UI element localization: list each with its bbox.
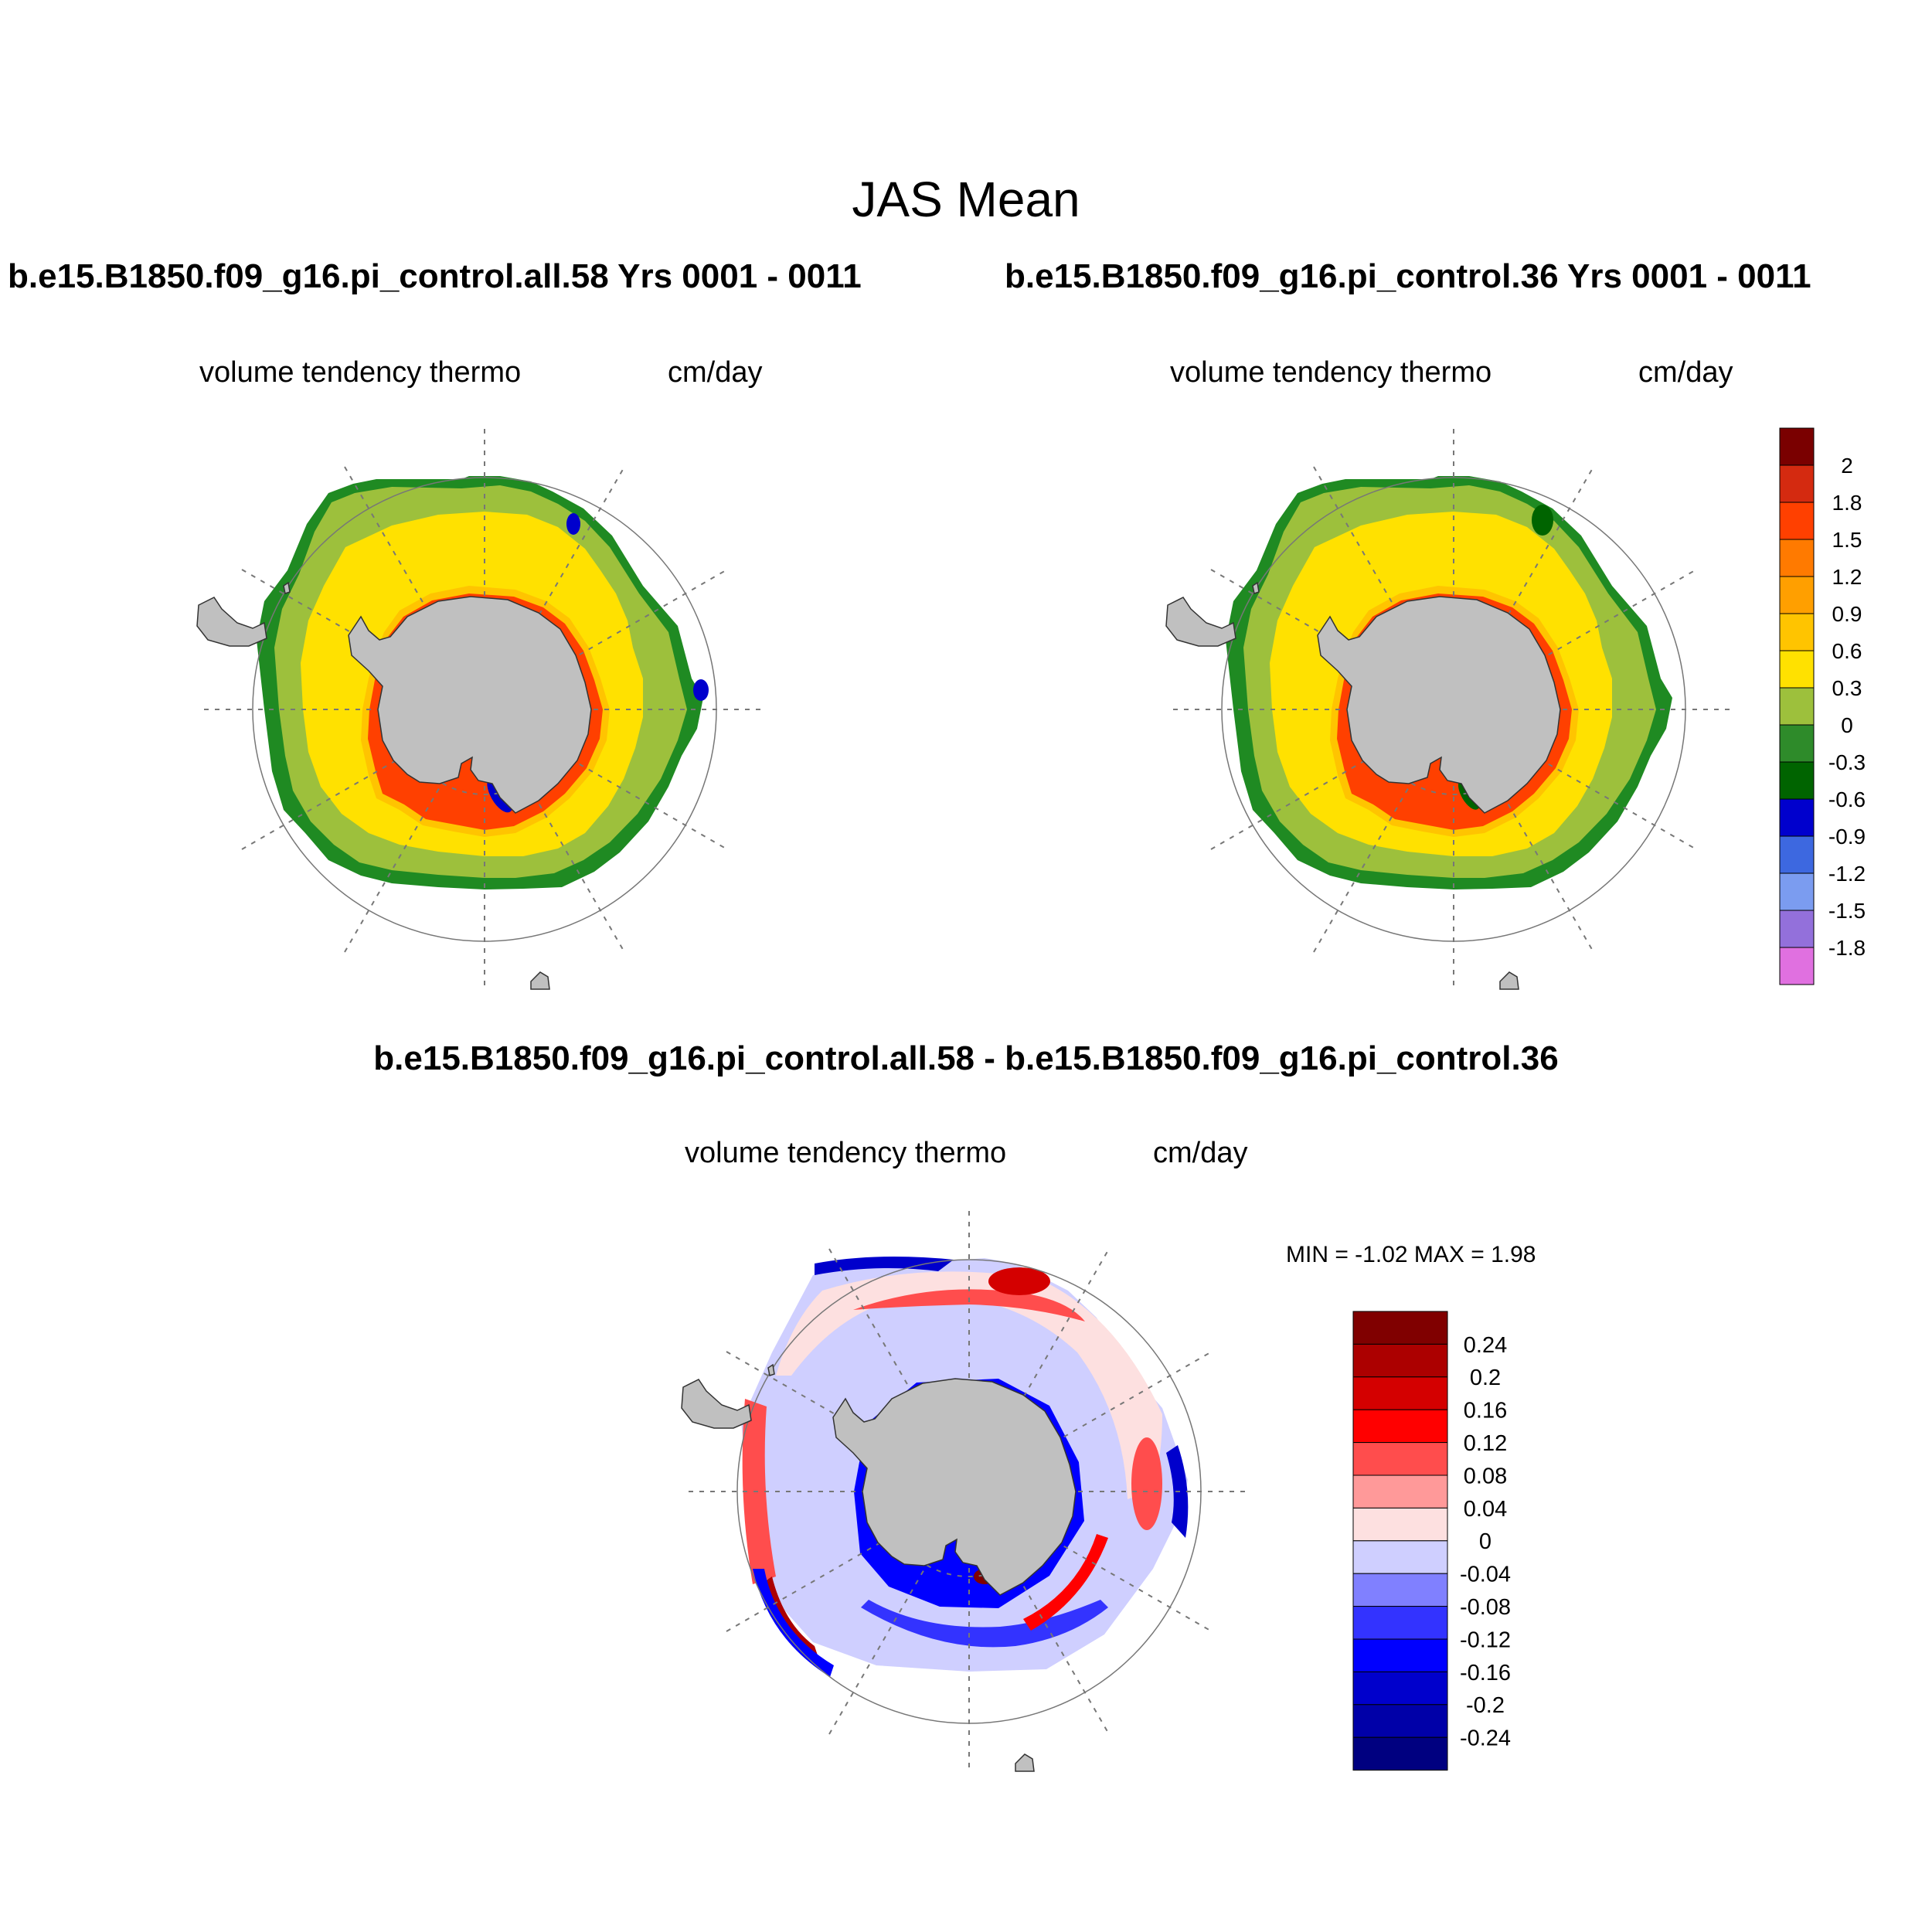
colorbar-difference-swatch	[1352, 1442, 1448, 1476]
colorbar-main-tick-label: -0.3	[1828, 750, 1866, 774]
colorbar-difference-tick-label: -0.12	[1460, 1628, 1511, 1652]
panel1-case-title: b.e15.B1850.f09_g16.pi_control.all.58 Yr…	[8, 257, 862, 295]
colorbar-difference-swatch	[1352, 1540, 1448, 1574]
panel2-variable-label: volume tendency thermo	[1170, 356, 1492, 389]
map-panel-1-blue-patch-ne	[566, 513, 580, 535]
colorbar-main-tick-label: -1.2	[1828, 862, 1866, 886]
colorbar-main-swatch	[1779, 650, 1815, 689]
colorbar-difference-swatch	[1352, 1573, 1448, 1607]
colorbar-main-swatch	[1779, 761, 1815, 800]
panel3-variable-label: volume tendency thermo	[685, 1137, 1007, 1169]
colorbar-difference-swatch	[1352, 1507, 1448, 1542]
colorbar-main-tick-label: 1.5	[1832, 528, 1862, 552]
colorbar-main-swatch	[1779, 724, 1815, 763]
colorbar-main-tick-label: 1.2	[1832, 565, 1862, 589]
map-panel-3-southeast-red-band	[1023, 1534, 1108, 1631]
map-panel-2	[1165, 428, 1735, 991]
map-panel-3-west-red-arc	[742, 1399, 776, 1584]
panel2-units-label: cm/day	[1638, 356, 1733, 389]
colorbar-difference-swatch	[1352, 1671, 1448, 1706]
colorbar-main-swatch	[1779, 464, 1815, 503]
map-panel-3-north-red-band	[853, 1289, 1085, 1321]
panel3-units-label: cm/day	[1153, 1137, 1248, 1169]
map-panel-3	[681, 1210, 1250, 1773]
colorbar-main-swatch	[1779, 576, 1815, 614]
colorbar-difference: 0.24 0.2 0.16 0.12 0.08 0.04 0 -0.04 -0.08 -0.12 -…	[1352, 1311, 1511, 1771]
colorbar-difference-tick-label: -0.24	[1460, 1726, 1511, 1751]
colorbar-main-tick-label: -1.8	[1828, 936, 1866, 960]
colorbar-difference-swatch	[1352, 1343, 1448, 1378]
panel2-case-title: b.e15.B1850.f09_g16.pi_control.36 Yrs 00…	[1005, 257, 1811, 295]
colorbar-difference-tick-label: -0.2	[1466, 1693, 1505, 1718]
colorbar-difference-tick-label: 0.08	[1464, 1464, 1507, 1488]
colorbar-main-tick-label: -0.9	[1828, 825, 1866, 849]
colorbar-main-swatch	[1779, 613, 1815, 651]
colorbar-difference-tick-label: 0	[1479, 1529, 1492, 1554]
colorbar-main-swatch	[1779, 947, 1815, 985]
colorbar-difference-swatch	[1352, 1409, 1448, 1444]
panel3-case-title: b.e15.B1850.f09_g16.pi_control.all.58 - …	[373, 1039, 1559, 1077]
colorbar-difference-tick-label: 0.2	[1470, 1366, 1501, 1390]
map-panel-2-dark-green-patch	[1532, 505, 1553, 536]
colorbar-main-swatch	[1779, 910, 1815, 948]
colorbar-main-swatch	[1779, 835, 1815, 874]
colorbar-main-tick-label: -1.5	[1828, 899, 1866, 923]
map-panel-3-southwest-blue-edge	[753, 1569, 834, 1677]
colorbar-main-swatch	[1779, 502, 1815, 540]
colorbar-difference-tick-label: 0.12	[1464, 1431, 1507, 1456]
colorbar-difference-swatch	[1352, 1311, 1448, 1345]
figure-title: JAS Mean	[852, 172, 1080, 227]
map-panel-3-south-blue-band	[861, 1600, 1108, 1648]
colorbar-main-tick-label: 0.9	[1832, 602, 1862, 626]
map-panel-3-north-blue-edge	[815, 1257, 954, 1275]
colorbar-main-tick-label: -0.6	[1828, 787, 1866, 811]
colorbar-main-tick-label: 0.6	[1832, 639, 1862, 663]
map-panel-3-positive-ring	[776, 1271, 1162, 1499]
colorbar-difference-tick-label: 0.04	[1464, 1497, 1507, 1522]
colorbar-difference-tick-label: -0.04	[1460, 1563, 1511, 1587]
colorbar-main-swatch	[1779, 427, 1815, 466]
map-panel-3-east-red-patch	[1131, 1437, 1162, 1530]
colorbar-difference-swatch	[1352, 1475, 1448, 1509]
colorbar-difference-swatch	[1352, 1704, 1448, 1738]
colorbar-difference-tick-label: 0.16	[1464, 1399, 1507, 1423]
colorbar-difference-swatch	[1352, 1376, 1448, 1410]
colorbar-difference-swatch	[1352, 1606, 1448, 1640]
colorbar-difference-swatch	[1352, 1736, 1448, 1771]
panel1-variable-label: volume tendency thermo	[199, 356, 522, 389]
colorbar-main-swatch	[1779, 872, 1815, 911]
colorbar-main-swatch	[1779, 798, 1815, 837]
map-panel-3-north-red-core	[988, 1267, 1050, 1295]
colorbar-main-tick-label: 2	[1841, 454, 1853, 478]
colorbar-difference-tick-label: -0.16	[1460, 1661, 1511, 1685]
panel3-min-max-stats: MIN = -1.02 MAX = 1.98	[1286, 1242, 1536, 1267]
colorbar-main-tick-label: 1.8	[1832, 491, 1862, 515]
map-panel-1-blue-patch-e	[693, 679, 709, 701]
colorbar-difference-tick-label: 0.24	[1464, 1333, 1507, 1358]
panel1-units-label: cm/day	[668, 356, 763, 389]
colorbar-main-tick-label: 0.3	[1832, 676, 1862, 700]
map-panel-1	[196, 428, 766, 991]
colorbar-main-tick-label: 0	[1841, 713, 1853, 737]
colorbar-difference-swatch	[1352, 1638, 1448, 1672]
colorbar-main: 2 1.8 1.5 1.2 0.9 0.6 0.3 0 -0.3 -0.6 -0.9 -1.2 -1.5…	[1779, 427, 1866, 985]
colorbar-difference-tick-label: -0.08	[1460, 1595, 1511, 1620]
colorbar-main-swatch	[1779, 539, 1815, 577]
colorbar-main-swatch	[1779, 687, 1815, 726]
